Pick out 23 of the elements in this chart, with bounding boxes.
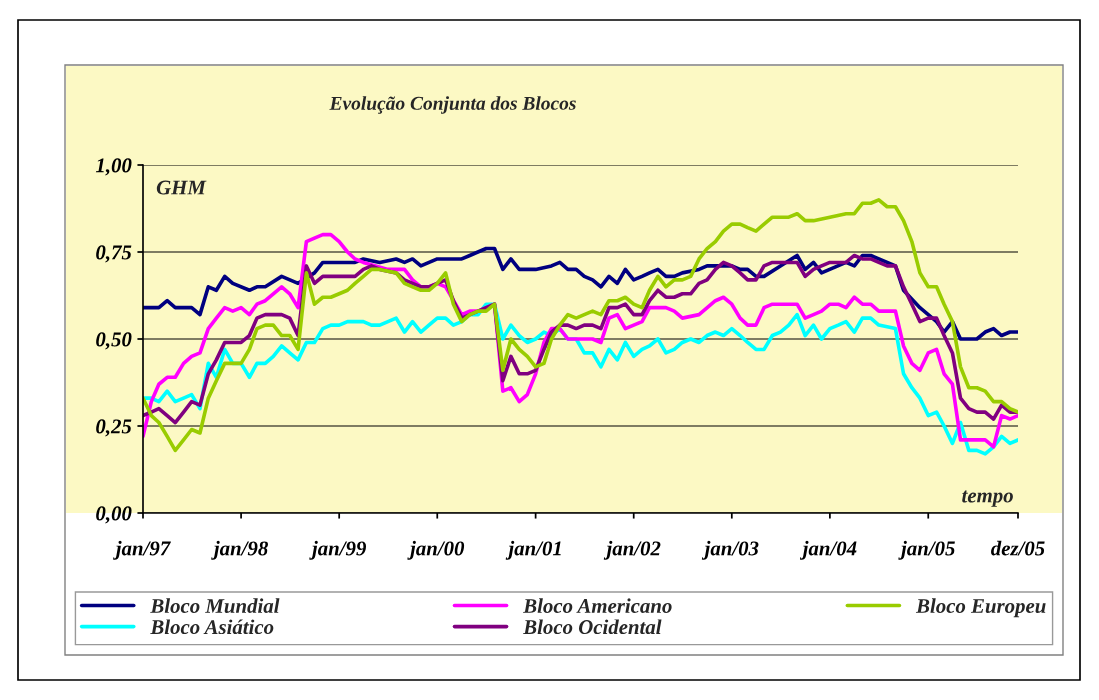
y-tick-label: 1,00 <box>95 158 132 176</box>
annotation: tempo <box>962 490 1013 507</box>
legend-label: Bloco Mundial <box>150 598 280 614</box>
x-tick-label: jan/02 <box>603 540 661 560</box>
x-tick-label: jan/98 <box>211 540 268 560</box>
x-tick-label: dez/05 <box>991 540 1045 556</box>
legend-label: Bloco Asiático <box>150 619 274 635</box>
x-tick-label: jan/03 <box>701 540 759 560</box>
y-tick-label: 0,50 <box>96 332 132 350</box>
x-tick-label: jan/01 <box>505 540 561 560</box>
legend-label: Bloco Americano <box>523 598 672 614</box>
legend-label: Bloco Ocidental <box>523 619 662 635</box>
x-tick-label: jan/05 <box>898 540 955 560</box>
y-tick-label: 0,75 <box>96 245 132 263</box>
x-tick-label: jan/00 <box>407 540 465 560</box>
x-tick-label: jan/04 <box>799 540 857 560</box>
chart-title: Evolução Conjunta dos Blocos <box>329 96 576 114</box>
legend-label: Bloco Europeu <box>915 598 1046 618</box>
x-tick-label: jan/99 <box>309 540 367 560</box>
annotation: GHM <box>156 180 207 195</box>
x-tick-label: jan/97 <box>113 540 171 560</box>
y-tick-label: 0,00 <box>96 506 132 524</box>
y-tick-label: 0,25 <box>96 419 132 437</box>
